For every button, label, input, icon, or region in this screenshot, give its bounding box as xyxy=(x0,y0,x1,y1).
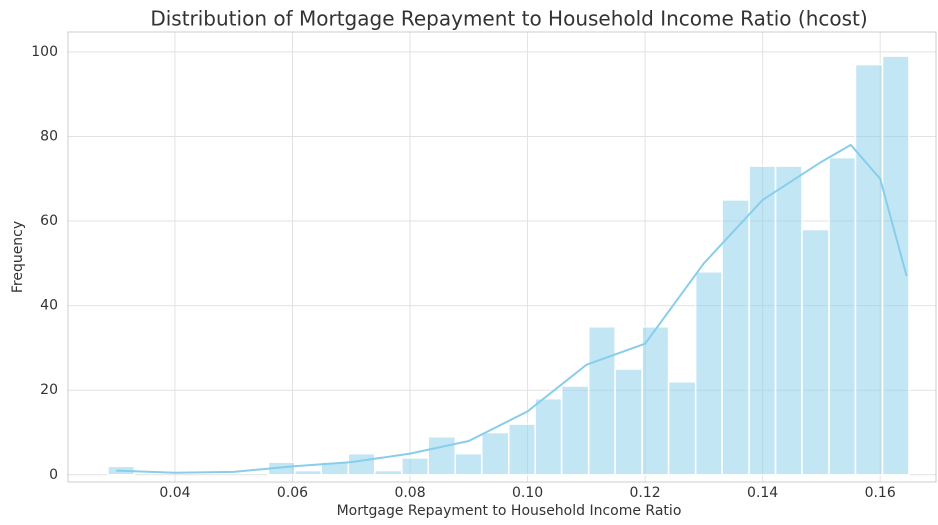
y-tick-label: 60 xyxy=(40,213,58,229)
plot-frame xyxy=(67,31,937,483)
histogram-bar xyxy=(427,435,457,476)
y-tick-label: 100 xyxy=(31,44,58,60)
histogram-bar xyxy=(374,469,403,476)
histogram-bar xyxy=(854,63,884,476)
histogram-bar xyxy=(480,431,510,476)
histogram-bar xyxy=(828,156,857,476)
histogram-bar xyxy=(347,452,376,476)
histogram-bar xyxy=(801,228,830,476)
y-tick-label: 0 xyxy=(49,467,58,483)
x-tick-label: 0.14 xyxy=(747,485,778,501)
histogram-bar xyxy=(694,271,723,476)
y-axis-label: Frequency xyxy=(10,221,26,293)
histogram-bar xyxy=(641,326,670,476)
histogram-bar xyxy=(454,452,483,476)
x-tick-label: 0.06 xyxy=(277,485,308,501)
histogram-bar xyxy=(721,199,750,476)
histogram-bar xyxy=(614,368,643,476)
y-tick-label: 20 xyxy=(40,382,58,398)
y-tick-label: 80 xyxy=(40,128,58,144)
x-axis-label: Mortgage Repayment to Household Income R… xyxy=(337,503,682,519)
histogram-bar xyxy=(587,326,616,476)
x-tick-label: 0.04 xyxy=(159,485,190,501)
x-tick-label: 0.12 xyxy=(630,485,661,501)
y-tick-label: 40 xyxy=(40,298,58,314)
histogram-bar xyxy=(534,397,563,476)
histogram-bar xyxy=(294,469,323,476)
kde-line xyxy=(116,143,908,474)
x-tick-label: 0.08 xyxy=(394,485,425,501)
x-tick-label: 0.10 xyxy=(512,485,543,501)
histogram-bar xyxy=(508,423,536,476)
histogram-bar xyxy=(748,165,777,476)
histogram-bar xyxy=(560,385,590,476)
histogram-bar xyxy=(401,457,429,476)
histogram-bar xyxy=(667,381,697,476)
histogram-bar xyxy=(881,55,910,476)
x-tick-label: 0.16 xyxy=(865,485,896,501)
chart-title: Distribution of Mortgage Repayment to Ho… xyxy=(150,7,867,31)
histogram-bar xyxy=(774,165,803,476)
